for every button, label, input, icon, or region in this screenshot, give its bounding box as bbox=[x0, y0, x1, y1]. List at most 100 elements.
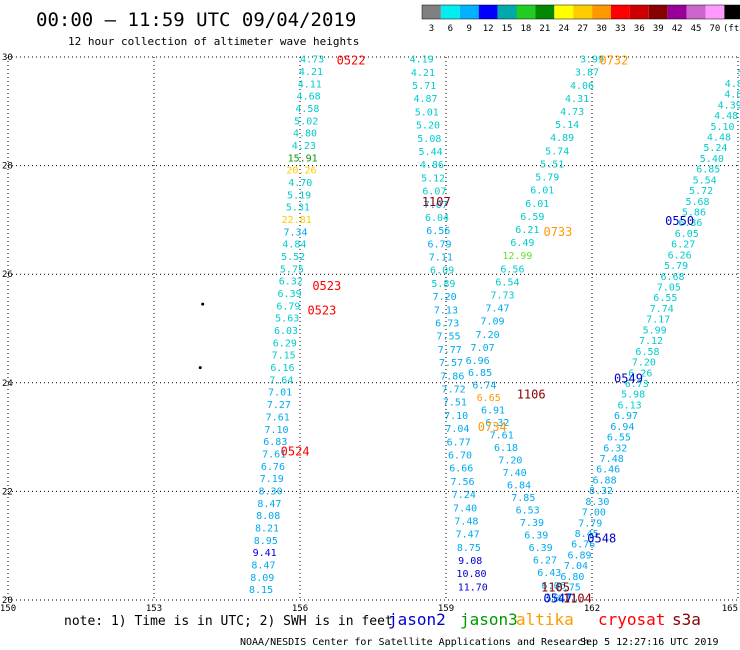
wave-height-label: 6.94 bbox=[610, 422, 634, 433]
wave-height-label: 5.98 bbox=[621, 390, 645, 401]
wave-height-label: 6.13 bbox=[618, 400, 642, 411]
wave-height-label: 6.49 bbox=[510, 238, 534, 249]
wave-height-label: 7.61 bbox=[262, 449, 286, 460]
wave-height-label: 7.17 bbox=[646, 315, 670, 326]
wave-height-label: 7.57 bbox=[439, 358, 463, 369]
wave-height-label: 6.32 bbox=[485, 418, 509, 429]
legend-swatch bbox=[459, 5, 479, 19]
wave-height-label: 6.96 bbox=[466, 356, 490, 367]
wave-height-label: 6.43 bbox=[537, 568, 561, 579]
wave-height-label: 6.39 bbox=[524, 531, 548, 542]
wave-height-label: 8.32 bbox=[589, 486, 613, 497]
wave-height-label: 6.65 bbox=[477, 393, 501, 404]
legend-label: 24 bbox=[558, 24, 569, 34]
wave-height-label: 8.30 bbox=[585, 497, 609, 508]
wave-height-label: 7.85 bbox=[511, 493, 535, 504]
wave-height-label: 5.02 bbox=[294, 116, 318, 127]
wave-height-label: 7.72 bbox=[442, 385, 466, 396]
wave-height-label: 15.91 bbox=[288, 153, 318, 164]
wave-height-label: 7.77 bbox=[438, 345, 462, 356]
wave-height-label: 3.87 bbox=[575, 68, 599, 79]
legend-swatch bbox=[686, 5, 706, 19]
legend-swatch bbox=[592, 5, 611, 19]
wave-height-label: 7.00 bbox=[582, 508, 606, 519]
wave-height-label: 6.55 bbox=[653, 293, 677, 304]
wave-height-label: 7.10 bbox=[264, 425, 288, 436]
wave-height-label: 5.79 bbox=[664, 261, 688, 272]
pass-time-label: 0524 bbox=[281, 445, 310, 459]
wave-height-label: 8.08 bbox=[256, 511, 280, 522]
legend-label: (ft) bbox=[723, 24, 740, 34]
wave-height-label: 7.56 bbox=[450, 477, 474, 488]
wave-height-label: 6.79 bbox=[276, 301, 300, 312]
wave-height-label: 5.72 bbox=[689, 186, 713, 197]
y-tick-label: 28 bbox=[2, 162, 13, 172]
wave-height-label: 6.53 bbox=[516, 506, 540, 517]
legend-label: 42 bbox=[672, 24, 683, 34]
wave-height-label: 7.48 bbox=[454, 516, 478, 527]
legend-swatch bbox=[440, 5, 460, 19]
wave-height-label: 22.81 bbox=[282, 215, 312, 226]
wave-height-label: 6.83 bbox=[263, 437, 287, 448]
wave-height-label: 4.73 bbox=[560, 107, 584, 118]
wave-height-label: 5.97 bbox=[546, 593, 570, 604]
satellite-name-s3a: s3a bbox=[672, 610, 701, 629]
legend-label: 12 bbox=[483, 24, 494, 34]
wave-height-label: 7.61 bbox=[490, 431, 514, 442]
x-tick-label: 162 bbox=[584, 604, 600, 614]
wave-height-label: 7.40 bbox=[503, 468, 527, 479]
wave-height-label: 6.01 bbox=[530, 186, 554, 197]
wave-height-label: 6.77 bbox=[447, 437, 471, 448]
wave-height-label: 4.70 bbox=[288, 178, 312, 189]
wave-height-label: 6.79 bbox=[428, 239, 452, 250]
wave-height-label: 5.75 bbox=[280, 264, 304, 275]
wave-height-label: 8.47 bbox=[251, 560, 275, 571]
wave-height-label: 7.55 bbox=[436, 332, 460, 343]
wave-height-label: 4.86 bbox=[420, 160, 444, 171]
pass-time-labels: 0522 0523 0523 0524 0732 1107 0733 0550 0549 1106… bbox=[281, 54, 694, 606]
chart-subtitle: 12 hour collection of altimeter wave hei… bbox=[68, 35, 359, 48]
wave-height-label: 5.86 bbox=[682, 208, 706, 219]
legend-label: 45 bbox=[691, 24, 702, 34]
wave-height-label: 6.73 bbox=[625, 379, 649, 390]
wave-height-label: 5.54 bbox=[693, 175, 717, 186]
y-tick-label: 30 bbox=[2, 53, 13, 63]
wave-height-label: 6.29 bbox=[273, 338, 297, 349]
legend-swatch bbox=[705, 5, 725, 19]
pass-time-label: 0550 bbox=[665, 214, 694, 228]
wave-height-label: 4.48 bbox=[707, 132, 731, 143]
wave-height-label: 8.47 bbox=[257, 499, 281, 510]
satellite-name-jason3: jason3 bbox=[460, 610, 518, 629]
wave-height-label: 4.68 bbox=[297, 92, 321, 103]
wave-height-label: 5.99 bbox=[643, 325, 667, 336]
wave-height-label: 8.15 bbox=[249, 585, 273, 596]
wave-height-label: 5.52 bbox=[281, 252, 305, 263]
legend-label: 3 bbox=[429, 24, 434, 34]
wave-height-label: 4.06 bbox=[570, 81, 594, 92]
wave-height-label: 6.58 bbox=[635, 347, 659, 358]
wave-height-label: 4.89 bbox=[550, 133, 574, 144]
pass-time-label: 1104 bbox=[563, 591, 592, 605]
wave-height-label: 7.13 bbox=[434, 305, 458, 316]
wave-height-label: 7.15 bbox=[272, 351, 296, 362]
wave-height-label: 5.20 bbox=[416, 121, 440, 132]
wave-height-label: 7.51 bbox=[443, 398, 467, 409]
wave-height-label: 8.21 bbox=[255, 523, 279, 534]
pass-time-label: 0522 bbox=[337, 54, 366, 68]
wave-height-label: 7.47 bbox=[456, 530, 480, 541]
legend-swatch bbox=[516, 5, 536, 19]
pass-time-label: 0547 bbox=[543, 591, 572, 605]
wave-height-label: 5.79 bbox=[535, 173, 559, 184]
wave-height-label: 4.31 bbox=[565, 94, 589, 105]
wave-height-label: 6.32 bbox=[603, 443, 627, 454]
wave-height-label: 10.80 bbox=[456, 569, 486, 580]
legend-swatch bbox=[573, 5, 593, 19]
legend-swatch bbox=[554, 5, 574, 19]
wave-height-label: 7.01 bbox=[268, 388, 292, 399]
wave-height-label: 6.56 bbox=[426, 226, 450, 237]
wave-height-label: 8.75 bbox=[457, 543, 481, 554]
legend-label: 21 bbox=[539, 24, 550, 34]
pass-time-label: 0734 bbox=[478, 420, 507, 434]
